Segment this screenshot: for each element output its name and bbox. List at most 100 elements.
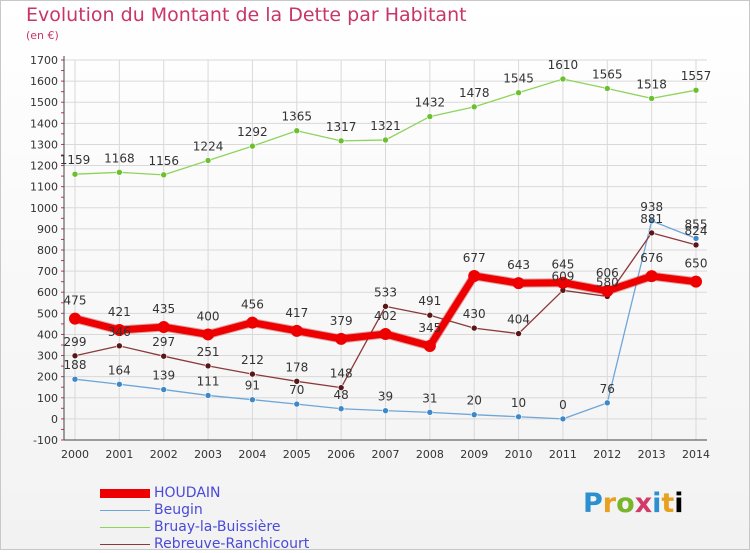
data-point (71, 375, 79, 383)
x-tick-label: 2011 (549, 448, 577, 461)
x-tick-label: 2002 (150, 448, 178, 461)
legend-label: Rebreuve-Ranchicourt (154, 536, 310, 552)
x-tick-label: 2007 (372, 448, 400, 461)
data-label: 164 (108, 363, 131, 377)
y-tick-label: 300 (37, 350, 58, 363)
data-label: 299 (64, 335, 87, 349)
data-point (423, 340, 436, 353)
data-label: 1478 (459, 86, 490, 100)
data-label: 10 (511, 396, 526, 410)
data-label: 491 (418, 294, 441, 308)
legend-item: Rebreuve-Ranchicourt (100, 536, 309, 553)
y-tick-label: 500 (37, 307, 58, 320)
y-tick-label: 1500 (30, 96, 58, 109)
data-point (116, 169, 123, 176)
data-label: 824 (685, 224, 708, 238)
data-label: 533 (374, 285, 397, 299)
proxiti-logo: Proxiti (583, 488, 684, 519)
x-tick-label: 2009 (460, 448, 488, 461)
data-point (249, 396, 256, 403)
data-label: 609 (551, 269, 574, 283)
data-point (512, 277, 525, 290)
data-point (202, 328, 215, 341)
legend-item: Beugin (100, 502, 309, 519)
data-point (293, 400, 301, 408)
data-label: 430 (463, 307, 486, 321)
data-label: 1610 (548, 58, 579, 72)
data-label: 31 (422, 391, 437, 405)
data-point (71, 170, 79, 178)
data-point (160, 171, 168, 179)
legend-swatch (100, 543, 150, 546)
x-tick-label: 2004 (238, 448, 266, 461)
data-label: 643 (507, 258, 530, 272)
data-label: 346 (108, 325, 131, 339)
data-label: 1545 (503, 72, 534, 86)
y-tick-label: 700 (37, 265, 58, 278)
data-point (692, 235, 700, 242)
data-point (603, 85, 611, 92)
data-point (692, 241, 700, 249)
y-tick-label: 0 (51, 413, 58, 426)
data-label: 677 (463, 251, 486, 265)
y-tick-label: 1600 (30, 75, 58, 88)
data-label: 345 (418, 321, 441, 335)
data-label: 676 (640, 251, 663, 265)
data-point (157, 321, 170, 334)
y-tick-label: 1400 (30, 117, 58, 130)
data-label: 1557 (681, 69, 712, 83)
data-point (249, 142, 256, 150)
data-label: 39 (378, 390, 393, 404)
y-tick-label: 1200 (30, 160, 58, 173)
x-tick-label: 2008 (416, 448, 444, 461)
data-label: 188 (64, 358, 87, 372)
x-tick-label: 2001 (105, 448, 133, 461)
data-point (335, 332, 348, 345)
data-point (601, 284, 614, 297)
data-label: 148 (330, 367, 353, 381)
data-label: 421 (108, 305, 131, 319)
data-point (515, 413, 522, 421)
x-tick-label: 2000 (61, 448, 89, 461)
y-tick-label: 100 (37, 392, 58, 405)
data-point (603, 399, 611, 407)
data-point (204, 157, 212, 164)
axis-layer: -100010020030040050060070080090010001100… (30, 54, 710, 461)
data-label: 20 (467, 394, 482, 408)
data-label: 404 (507, 313, 530, 327)
data-point (249, 370, 256, 378)
chart-title: Evolution du Montant de la Dette par Hab… (26, 4, 467, 26)
data-point (515, 330, 522, 337)
data-point (293, 127, 301, 135)
data-label: 297 (152, 335, 175, 349)
data-label: 1156 (148, 154, 179, 168)
data-label: 91 (245, 379, 260, 393)
data-point (426, 113, 434, 120)
data-point (559, 75, 567, 83)
data-point (382, 136, 389, 144)
data-point (293, 378, 301, 385)
y-tick-label: 1700 (30, 54, 58, 67)
legend-item: HOUDAIN (100, 485, 309, 502)
data-label: 1224 (193, 139, 224, 153)
data-label: 111 (197, 374, 220, 388)
data-point (382, 303, 389, 310)
x-tick-label: 2012 (593, 448, 621, 461)
data-point (382, 407, 389, 414)
legend-swatch (100, 489, 150, 498)
legend-label: HOUDAIN (154, 485, 221, 501)
y-tick-label: 900 (37, 223, 58, 236)
data-point (71, 352, 79, 360)
legend: HOUDAIN Beugin Bruay-la-Buissière Rebreuve-… (100, 485, 309, 553)
legend-label: Bruay-la-Buissière (154, 519, 281, 535)
data-label: 1292 (237, 125, 268, 139)
data-label: 0 (559, 398, 567, 412)
data-label: 475 (64, 294, 87, 308)
data-point (468, 269, 481, 282)
data-point (515, 89, 522, 97)
data-label: 645 (551, 258, 574, 272)
data-point (470, 411, 478, 418)
data-label: 938 (640, 200, 663, 214)
